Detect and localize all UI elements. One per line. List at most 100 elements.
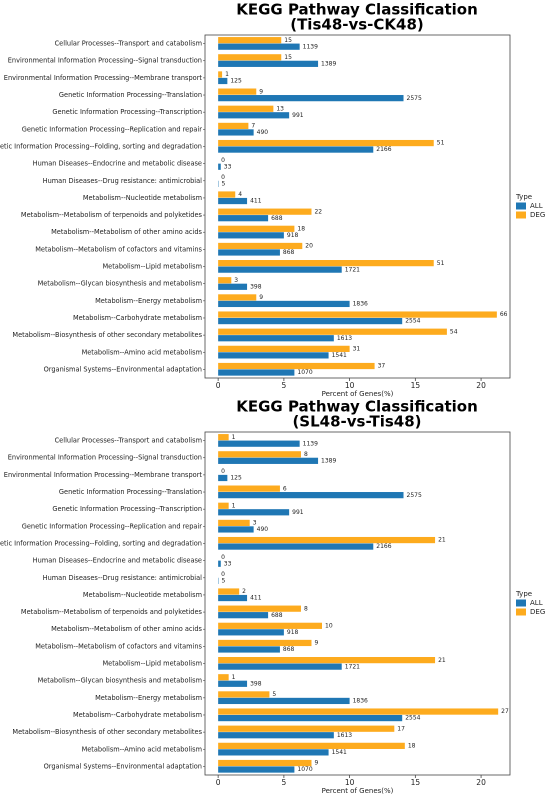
value-label: 0 xyxy=(221,571,225,578)
x-tick-label: 10 xyxy=(345,381,355,390)
category-label: Metabolism--Carbohydrate metabolism xyxy=(73,711,202,719)
x-axis-label: Percent of Genes(%) xyxy=(322,390,394,398)
value-label: 1613 xyxy=(337,335,352,342)
value-label: 0 xyxy=(221,468,225,475)
value-label: 688 xyxy=(271,215,283,222)
category-label: Human Diseases--Drug resistance: antimic… xyxy=(43,574,203,582)
value-label: 0 xyxy=(221,554,225,561)
bar xyxy=(218,88,257,95)
value-label: 2575 xyxy=(407,95,422,102)
bar xyxy=(218,112,290,119)
bar xyxy=(218,708,499,715)
legend-label: ALL xyxy=(530,599,543,607)
value-label: 125 xyxy=(230,78,242,85)
bar xyxy=(218,594,248,602)
bar xyxy=(218,657,436,664)
category-label: Metabolism--Metabolism of cofactors and … xyxy=(35,245,202,253)
value-label: 4 xyxy=(238,191,242,198)
category-label: Metabolism--Lipid metabolism xyxy=(102,263,202,271)
category-label: Genetic Information Processing--Translat… xyxy=(59,488,202,496)
value-label: 9 xyxy=(259,294,263,301)
bar xyxy=(218,543,374,550)
bar xyxy=(218,697,350,705)
bar xyxy=(218,105,274,112)
value-label: 13 xyxy=(276,105,284,112)
value-label: 20 xyxy=(305,243,313,250)
category-label: Environmental Information Processing--Me… xyxy=(4,471,203,479)
chart-subtitle: (SL48-vs-Tis48) xyxy=(292,413,421,431)
category-label: Metabolism--Metabolism of terpenoids and… xyxy=(21,211,203,219)
bar xyxy=(218,215,269,222)
bar xyxy=(218,54,282,61)
bar xyxy=(218,146,374,153)
category-label: Metabolism--Glycan biosynthesis and meta… xyxy=(38,280,202,288)
legend-swatch xyxy=(516,599,526,607)
bar xyxy=(218,335,334,342)
bar xyxy=(218,691,270,698)
chart: KEGG Pathway Classification(Tis48-vs-CK4… xyxy=(0,1,545,399)
value-label: 1721 xyxy=(345,266,360,273)
bar xyxy=(218,725,395,732)
value-label: 1389 xyxy=(321,60,336,67)
category-label: Genetic Information Processing--Translat… xyxy=(59,91,202,99)
category-label: Metabolism--Glycan biosynthesis and meta… xyxy=(38,677,202,685)
bar xyxy=(218,266,342,273)
category-label: Metabolism--Carbohydrate metabolism xyxy=(73,314,202,322)
value-label: 1 xyxy=(232,434,236,441)
category-label: Genetic Information Processing--Folding,… xyxy=(0,142,202,150)
value-label: 33 xyxy=(224,560,232,567)
value-label: 2 xyxy=(242,588,246,595)
legend-swatch xyxy=(516,202,526,210)
value-label: 27 xyxy=(501,708,509,715)
x-axis-label: Percent of Genes(%) xyxy=(322,787,394,795)
bar xyxy=(218,646,280,653)
legend-label: DEG xyxy=(530,608,545,616)
bar xyxy=(218,129,254,136)
chart-title: KEGG Pathway Classification xyxy=(236,398,478,416)
category-label: Metabolism--Energy metabolism xyxy=(95,694,202,702)
value-label: 1541 xyxy=(332,749,347,756)
category-label: Human Diseases--Drug resistance: antimic… xyxy=(43,177,203,185)
value-label: 2166 xyxy=(376,146,391,153)
bar xyxy=(218,77,228,85)
legend-title: Type xyxy=(515,193,532,201)
value-label: 411 xyxy=(250,595,262,602)
bar xyxy=(218,749,329,756)
category-label: Metabolism--Metabolism of cofactors and … xyxy=(35,642,202,650)
category-label: Genetic Information Processing--Folding,… xyxy=(0,539,202,547)
bar xyxy=(218,300,350,308)
bar xyxy=(218,451,301,458)
value-label: 2575 xyxy=(407,492,422,499)
value-label: 490 xyxy=(257,526,269,533)
bar xyxy=(218,163,221,170)
category-label: Metabolism--Metabolism of other amino ac… xyxy=(51,625,202,633)
value-label: 51 xyxy=(437,140,445,147)
x-tick-label: 15 xyxy=(411,778,421,787)
category-label: Genetic Information Processing--Replicat… xyxy=(22,522,203,530)
category-label: Metabolism--Nucleotide metabolism xyxy=(83,194,202,202)
value-label: 6 xyxy=(283,485,287,492)
value-label: 22 xyxy=(314,208,322,215)
value-label: 868 xyxy=(283,249,295,256)
value-label: 5 xyxy=(222,578,226,585)
value-label: 1070 xyxy=(297,369,312,376)
category-label: Genetic Information Processing--Replicat… xyxy=(22,125,203,133)
value-label: 991 xyxy=(292,112,304,119)
bar xyxy=(218,612,269,619)
category-label: Metabolism--Metabolism of other amino ac… xyxy=(51,228,202,236)
value-label: 66 xyxy=(500,311,508,318)
value-label: 15 xyxy=(284,54,292,61)
bar xyxy=(218,519,250,527)
value-label: 1139 xyxy=(303,43,318,50)
value-label: 2554 xyxy=(405,715,420,722)
bar xyxy=(218,71,223,78)
value-label: 398 xyxy=(250,283,262,290)
bar xyxy=(218,474,228,482)
bar xyxy=(218,639,312,647)
bar xyxy=(218,122,249,130)
value-label: 868 xyxy=(283,646,295,653)
bar xyxy=(218,732,334,739)
value-label: 7 xyxy=(251,123,255,130)
value-label: 1721 xyxy=(345,663,360,670)
bar xyxy=(218,37,282,44)
